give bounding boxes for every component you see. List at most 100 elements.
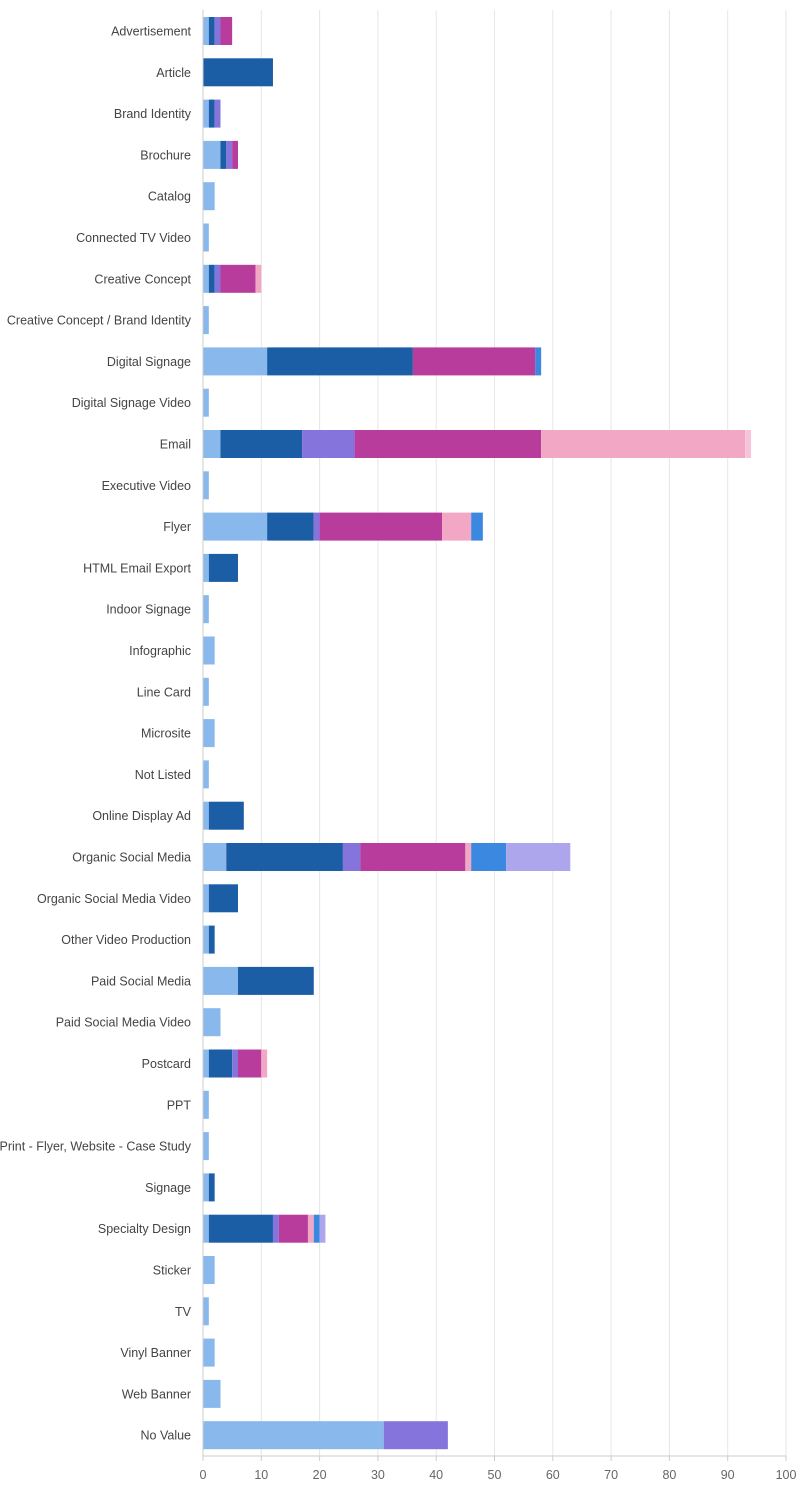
x-tick-label: 90 — [721, 1468, 735, 1482]
bar-segment[interactable] — [203, 264, 209, 293]
bar-segment[interactable] — [203, 223, 209, 252]
bar-segment[interactable] — [208, 801, 244, 830]
bar-segment[interactable] — [208, 553, 238, 582]
category-label: Web Banner — [122, 1387, 191, 1401]
category-label: Creative Concept / Brand Identity — [7, 314, 192, 328]
bar-segment[interactable] — [383, 1421, 448, 1450]
bar-segment[interactable] — [220, 430, 303, 458]
x-tick-label: 40 — [429, 1468, 443, 1482]
category-label: Sticker — [153, 1264, 191, 1278]
bar-segment[interactable] — [465, 843, 472, 871]
bar-segment[interactable] — [203, 801, 209, 830]
bar-segment[interactable] — [471, 843, 507, 871]
bar-segment[interactable] — [203, 1008, 221, 1037]
bar-segment[interactable] — [208, 99, 215, 128]
bar-segment[interactable] — [535, 347, 542, 376]
bar-segment[interactable] — [471, 512, 483, 541]
bar-segment[interactable] — [208, 1173, 215, 1202]
bar-segment[interactable] — [203, 182, 215, 211]
bar-segment[interactable] — [342, 843, 361, 871]
bar-segment[interactable] — [237, 1049, 262, 1078]
category-label: HTML Email Export — [83, 561, 191, 575]
bar-segment[interactable] — [203, 430, 221, 458]
bar-segment[interactable] — [302, 430, 355, 458]
category-label: Paid Social Media — [91, 974, 191, 988]
bar-segment[interactable] — [203, 966, 238, 995]
category-label: Brochure — [140, 148, 191, 162]
bar-segment[interactable] — [220, 264, 256, 293]
bar-segment[interactable] — [203, 925, 209, 954]
bar-segment[interactable] — [272, 1214, 279, 1243]
x-tick-label: 80 — [662, 1468, 676, 1482]
bar-segment[interactable] — [237, 966, 314, 995]
bar-segment[interactable] — [319, 512, 443, 541]
bar-segment[interactable] — [354, 430, 542, 458]
bar-segment[interactable] — [506, 843, 571, 871]
bar-segment[interactable] — [203, 1049, 209, 1078]
bar-segment[interactable] — [203, 306, 209, 335]
category-label: Paid Social Media Video — [56, 1016, 191, 1030]
bar-segment[interactable] — [208, 1049, 233, 1078]
bar-segment[interactable] — [203, 1173, 209, 1202]
bar-segment[interactable] — [208, 264, 215, 293]
bar-segment[interactable] — [255, 264, 262, 293]
bar-segment[interactable] — [220, 17, 233, 45]
bar-segment[interactable] — [203, 1379, 221, 1408]
bar-segment[interactable] — [360, 843, 466, 871]
bar-segment[interactable] — [203, 760, 209, 789]
bar-segment[interactable] — [203, 471, 209, 500]
bar-segment[interactable] — [203, 1338, 215, 1367]
bar-segment[interactable] — [278, 1214, 308, 1243]
bar-segment[interactable] — [313, 512, 320, 541]
bar-segment[interactable] — [541, 430, 746, 458]
bar-segment[interactable] — [313, 1214, 320, 1243]
bar-segment[interactable] — [232, 1049, 238, 1078]
category-label: PPT — [167, 1098, 192, 1112]
bar-segment[interactable] — [203, 884, 209, 913]
category-label: Executive Video — [102, 479, 191, 493]
category-label: Infographic — [129, 644, 191, 658]
bar-segment[interactable] — [203, 595, 209, 624]
bar-segment[interactable] — [203, 58, 273, 87]
bar-segment[interactable] — [203, 719, 215, 748]
bar-segment[interactable] — [442, 512, 472, 541]
bar-segment[interactable] — [208, 884, 238, 913]
bar-segment[interactable] — [203, 1132, 209, 1161]
bar-segment[interactable] — [208, 17, 215, 45]
bar-segment[interactable] — [203, 553, 209, 582]
category-label: Vinyl Banner — [120, 1346, 191, 1360]
bar-segment[interactable] — [226, 843, 343, 871]
bar-segment[interactable] — [226, 140, 233, 169]
bar-segment[interactable] — [267, 347, 413, 376]
bar-segment[interactable] — [220, 140, 227, 169]
bar-segment[interactable] — [203, 388, 209, 417]
bar-segment[interactable] — [214, 17, 221, 45]
bar-segment[interactable] — [203, 347, 268, 376]
bar-segment[interactable] — [307, 1214, 314, 1243]
bar-segment[interactable] — [203, 140, 221, 169]
bar-segment[interactable] — [203, 636, 215, 665]
x-tick-label: 100 — [776, 1468, 797, 1482]
bar-segment[interactable] — [203, 1090, 209, 1119]
bar-segment[interactable] — [203, 677, 209, 706]
bar-segment[interactable] — [203, 1214, 209, 1243]
bar-segment[interactable] — [203, 1421, 384, 1450]
bar-segment[interactable] — [261, 1049, 268, 1078]
bar-segment[interactable] — [267, 512, 314, 541]
category-label: Line Card — [137, 685, 191, 699]
bar-segment[interactable] — [208, 925, 215, 954]
bar-segment[interactable] — [203, 512, 268, 541]
bar-segment[interactable] — [208, 1214, 273, 1243]
bar-segment[interactable] — [203, 1297, 209, 1326]
category-label: Online Display Ad — [92, 809, 191, 823]
bar-segment[interactable] — [203, 17, 209, 45]
bar-segment[interactable] — [203, 843, 227, 871]
bar-segment[interactable] — [214, 264, 221, 293]
bar-segment[interactable] — [232, 140, 238, 169]
bar-segment[interactable] — [203, 99, 209, 128]
bar-segment[interactable] — [412, 347, 536, 376]
bar-segment[interactable] — [214, 99, 221, 128]
bar-segment[interactable] — [745, 430, 752, 458]
bar-segment[interactable] — [203, 1256, 215, 1284]
bar-segment[interactable] — [319, 1214, 326, 1243]
